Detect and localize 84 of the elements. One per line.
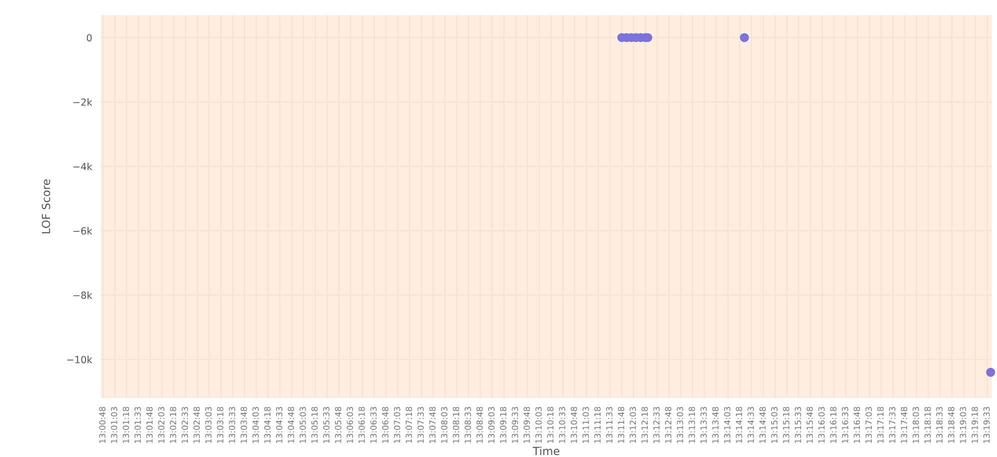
x-tick-label: 13:01:03: [110, 407, 118, 443]
x-tick-label: 13:07:03: [394, 407, 400, 443]
x-tick-label: 13:18:03: [912, 407, 919, 443]
x-tick-label: 13:04:48: [288, 406, 294, 443]
x-tick-label: 13:02:48: [194, 406, 200, 443]
x-tick-label: 13:01:33: [134, 407, 141, 443]
x-tick-label: 13:06:33: [370, 407, 377, 443]
x-tick-label: 13:01:48: [146, 406, 153, 443]
x-tick-label: 13:10:18: [547, 406, 554, 443]
x-tick-label: 13:04:03: [252, 407, 259, 443]
x-tick-label: 13:14:33: [748, 407, 754, 443]
x-tick-label: 13:13:33: [700, 407, 707, 443]
x-tick-label: 13:13:03: [676, 407, 684, 443]
x-tick-label: 13:15:48: [806, 406, 813, 443]
x-tick-label: 13:06:03: [346, 407, 354, 443]
x-tick-label: 13:14:03: [724, 407, 730, 443]
x-tick-label: 13:09:33: [512, 407, 518, 443]
y-axis-title: LOF Score: [42, 179, 50, 234]
x-tick-label: 13:19:33: [983, 407, 990, 443]
x-tick-label: 13:17:48: [900, 406, 908, 443]
x-tick-label: 13:11:18: [594, 406, 601, 443]
x-tick-label: 13:08:03: [441, 407, 448, 443]
x-tick-label: 13:07:18: [406, 406, 412, 443]
x-tick-label: 13:01:18: [122, 406, 130, 443]
x-tick-label: 13:19:03: [960, 407, 966, 443]
x-tick-label: 13:15:33: [794, 407, 802, 443]
x-tick-label: 13:03:18: [217, 406, 224, 443]
x-tick-label: 13:03:33: [228, 407, 236, 443]
y-tick-label: −10k: [67, 356, 92, 364]
x-tick-label: 13:09:03: [488, 407, 495, 443]
x-tick-label: 13:09:48: [524, 406, 530, 443]
x-tick-label: 13:18:18: [924, 406, 931, 443]
x-tick-label: 13:10:33: [558, 407, 566, 443]
x-tick-label: 13:12:48: [665, 406, 672, 443]
x-tick-label: 13:16:33: [842, 407, 848, 443]
x-tick-label: 13:06:48: [382, 406, 388, 443]
x-tick-label: 13:02:18: [170, 406, 176, 443]
x-tick-label: 13:07:33: [417, 407, 424, 443]
y-tick-label: −2k: [73, 98, 92, 106]
x-tick-label: 13:03:03: [205, 407, 212, 443]
x-tick-label: 13:10:03: [535, 407, 542, 443]
x-tick-label: 13:05:18: [311, 406, 318, 443]
x-tick-label: 13:09:18: [500, 406, 506, 443]
x-tick-label: 13:12:03: [630, 407, 636, 443]
x-tick-label: 13:15:03: [771, 407, 778, 443]
x-tick-label: 13:12:33: [653, 407, 660, 443]
x-tick-label: 13:14:48: [759, 406, 766, 443]
x-tick-label: 13:11:48: [618, 406, 624, 443]
x-tick-label: 13:07:48: [429, 406, 436, 443]
y-tick-label: 0: [86, 34, 92, 42]
x-tick-label: 13:14:18: [736, 406, 742, 443]
x-tick-label: 13:11:03: [582, 407, 589, 443]
x-tick-label: 13:02:03: [158, 407, 164, 443]
x-tick-label: 13:19:18: [972, 406, 978, 443]
x-tick-label: 13:08:48: [476, 406, 483, 443]
x-tick-label: 13:10:48: [570, 406, 578, 443]
x-tick-label: 13:05:48: [334, 406, 342, 443]
x-axis-title: Time: [532, 446, 560, 456]
x-tick-label: 13:13:18: [688, 406, 695, 443]
x-tick-label: 13:00:48: [99, 406, 106, 443]
y-tick-label: −4k: [73, 162, 92, 170]
x-tick-label: 13:08:33: [464, 407, 471, 443]
x-tick-label: 13:18:48: [948, 406, 954, 443]
x-tick-label: 13:15:18: [782, 406, 790, 443]
x-tick-label: 13:13:48: [712, 406, 719, 443]
x-tick-label: 13:06:18: [358, 406, 365, 443]
x-tick-label: 13:18:33: [936, 407, 943, 443]
x-tick-label: 13:04:33: [276, 407, 282, 443]
x-tick-label: 13:05:33: [323, 407, 330, 443]
y-tick-label: −6k: [73, 227, 92, 235]
y-tick-label: −8k: [73, 291, 92, 299]
x-tick-label: 13:16:03: [818, 407, 825, 443]
x-tick-label: 13:12:18: [642, 406, 648, 443]
x-tick-label: 13:17:03: [866, 407, 872, 443]
x-tick-label: 13:16:48: [854, 406, 860, 443]
x-tick-label: 13:04:18: [264, 406, 271, 443]
x-tick-label: 13:11:33: [606, 407, 612, 443]
x-tick-label: 13:03:48: [240, 406, 247, 443]
x-tick-label: 13:17:18: [877, 406, 884, 443]
x-tick-label: 13:08:18: [452, 406, 460, 443]
x-tick-label: 13:05:03: [300, 407, 306, 443]
x-tick-label: 13:17:33: [889, 407, 896, 443]
x-tick-label: 13:02:33: [182, 407, 188, 443]
x-tick-label: 13:16:18: [830, 406, 836, 443]
